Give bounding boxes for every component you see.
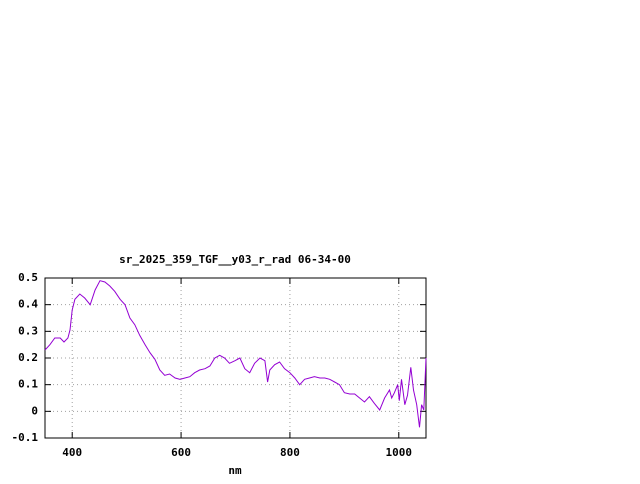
chart-title: sr_2025_359_TGF__y03_r_rad 06-34-00	[119, 253, 351, 266]
y-tick-label: 0.2	[18, 351, 38, 364]
plot-border	[44, 277, 427, 439]
x-axis-label: nm	[228, 464, 242, 477]
x-tick-label: 400	[62, 446, 82, 459]
x-tick-label: 1000	[386, 446, 413, 459]
y-tick-label: 0.3	[18, 324, 38, 337]
y-tick-label: 0.5	[18, 271, 38, 284]
y-tick-label: 0.1	[18, 378, 38, 391]
x-tick-label: 600	[171, 446, 191, 459]
y-tick-label: -0.1	[12, 431, 39, 444]
y-tick-label: 0.4	[18, 298, 38, 311]
x-tick-label: 800	[280, 446, 300, 459]
data-line	[44, 280, 427, 428]
y-tick-label: 0	[31, 404, 38, 417]
